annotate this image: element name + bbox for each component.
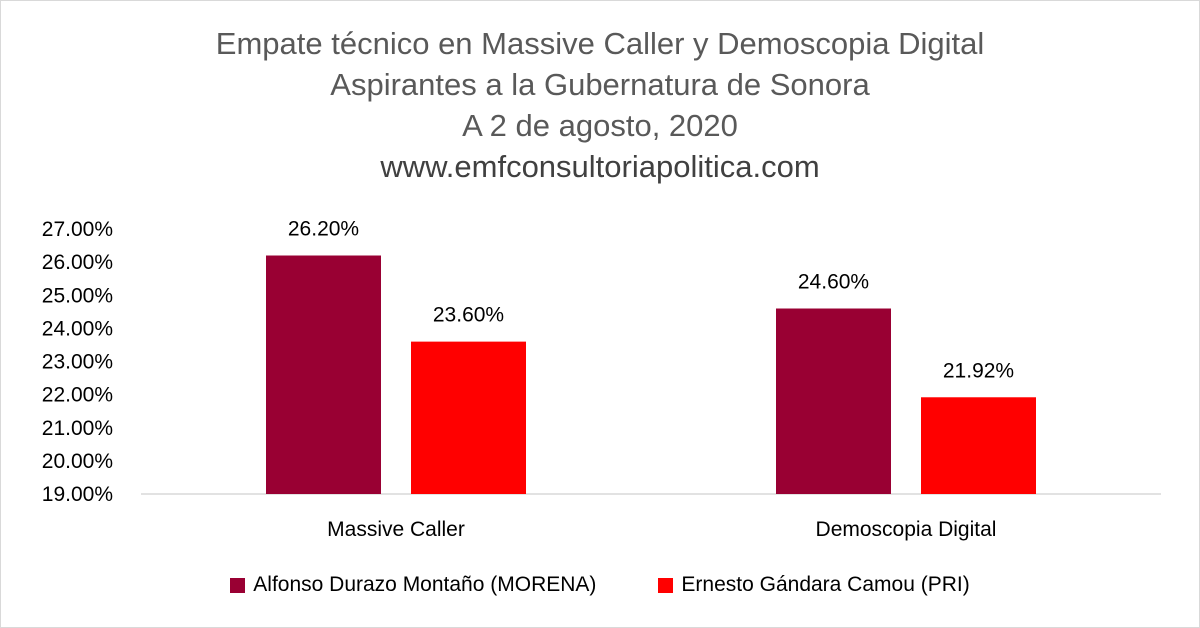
y-tick-label: 19.00% bbox=[42, 483, 113, 506]
title-line-1: Empate técnico en Massive Caller y Demos… bbox=[215, 26, 985, 61]
y-tick-label: 21.00% bbox=[42, 417, 113, 440]
bar-2-2 bbox=[921, 397, 1036, 494]
y-tick-label: 27.00% bbox=[42, 218, 113, 241]
title-line-3: A 2 de agosto, 2020 bbox=[462, 108, 738, 143]
bar-1-1 bbox=[266, 255, 381, 494]
legend-label-series-1: Alfonso Durazo Montaño (MORENA) bbox=[253, 573, 597, 596]
y-tick-label: 23.00% bbox=[42, 351, 113, 374]
bar-2-1 bbox=[411, 341, 526, 494]
y-tick-label: 26.00% bbox=[42, 251, 113, 274]
legend-item-series-2: Ernesto Gándara Camou (PRI) bbox=[658, 573, 970, 597]
category-label: Demoscopia Digital bbox=[816, 518, 997, 541]
y-tick-label: 25.00% bbox=[42, 284, 113, 307]
title-line-2: Aspirantes a la Gubernatura de Sonora bbox=[330, 67, 870, 102]
legend: Alfonso Durazo Montaño (MORENA) Ernesto … bbox=[1, 573, 1199, 597]
y-tick-label: 22.00% bbox=[42, 384, 113, 407]
y-tick-label: 24.00% bbox=[42, 317, 113, 340]
y-tick-label: 20.00% bbox=[42, 450, 113, 473]
bar-1-2 bbox=[776, 308, 891, 494]
legend-item-series-1: Alfonso Durazo Montaño (MORENA) bbox=[230, 573, 596, 597]
data-label: 23.60% bbox=[433, 304, 504, 327]
title-line-url: www.emfconsultoriapolitica.com bbox=[380, 149, 820, 184]
chart-title: Empate técnico en Massive Caller y Demos… bbox=[1, 23, 1199, 187]
legend-swatch-series-2 bbox=[658, 577, 674, 593]
legend-swatch-series-1 bbox=[230, 577, 246, 593]
data-label: 24.60% bbox=[798, 271, 869, 294]
data-label: 26.20% bbox=[288, 218, 359, 241]
legend-label-series-2: Ernesto Gándara Camou (PRI) bbox=[681, 573, 970, 596]
category-label: Massive Caller bbox=[327, 518, 465, 541]
data-label: 21.92% bbox=[943, 359, 1014, 382]
